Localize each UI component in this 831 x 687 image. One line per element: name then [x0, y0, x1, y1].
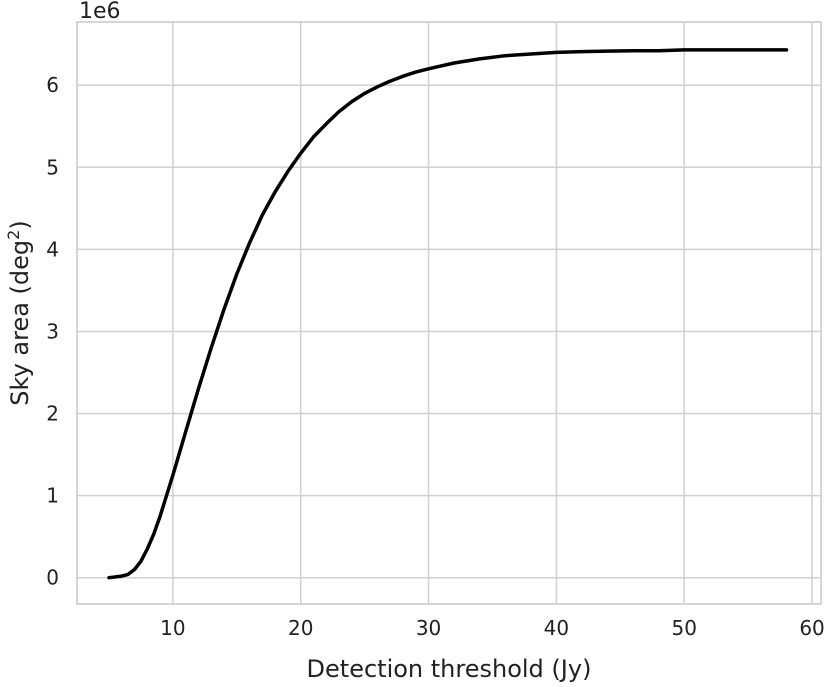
y-axis-title-sup: 2	[4, 230, 23, 240]
x-tick-label: 60	[799, 616, 824, 640]
y-axis-title: Sky area (deg2)	[4, 220, 34, 405]
y-tick-label: 4	[46, 237, 59, 261]
plot-frame	[76, 21, 822, 605]
x-tick-label: 50	[671, 616, 696, 640]
series-layer	[107, 48, 789, 580]
x-tick-label: 10	[160, 616, 185, 640]
x-tick-label: 40	[544, 616, 569, 640]
series-line	[107, 48, 789, 580]
grid-lines	[77, 22, 821, 604]
y-axis-title-main: Sky area (deg	[6, 240, 34, 406]
y-tick-label: 3	[46, 319, 59, 343]
y-tick-label: 5	[46, 155, 59, 179]
tick-labels: 10 20 30 40 50 60 0 1 2 3 4 5 6	[46, 73, 825, 640]
x-tick-label: 30	[416, 616, 441, 640]
y-offset-label: 1e6	[79, 0, 121, 24]
x-tick-label: 20	[288, 616, 313, 640]
y-axis-title-suffix: )	[6, 220, 34, 229]
y-tick-label: 1	[46, 484, 59, 508]
x-axis-title: Detection threshold (Jy)	[307, 655, 592, 683]
y-tick-label: 6	[46, 73, 59, 97]
y-tick-label: 0	[46, 566, 59, 590]
y-tick-label: 2	[46, 402, 59, 426]
